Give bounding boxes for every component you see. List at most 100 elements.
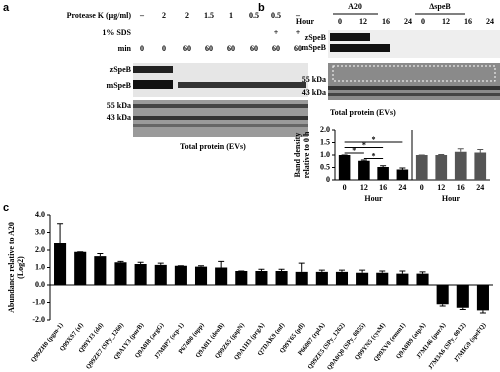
bar bbox=[456, 285, 469, 308]
y-tick-label: 3.0 bbox=[35, 227, 45, 236]
row-value: 60 bbox=[227, 44, 235, 53]
row-label: Protease K (μg/ml) bbox=[67, 11, 132, 20]
bar bbox=[114, 262, 127, 285]
row-value: 60 bbox=[294, 44, 302, 53]
row-value: 0 bbox=[140, 44, 144, 53]
y-tick-label: 2.0 bbox=[320, 125, 330, 134]
row-value: 1 bbox=[229, 11, 233, 20]
y-tick-label: -2.0 bbox=[32, 315, 45, 324]
group-label: ΔspeB bbox=[429, 2, 451, 11]
panel-letter: c bbox=[3, 202, 9, 214]
panel-letter: b bbox=[258, 2, 265, 14]
bar bbox=[415, 155, 428, 180]
blot-b bbox=[328, 30, 500, 100]
row-value: 60 bbox=[272, 44, 280, 53]
row-label: min bbox=[118, 44, 132, 53]
hour-value: 12 bbox=[359, 17, 367, 26]
x-tick-label: 16 bbox=[457, 183, 465, 192]
row-value: 60 bbox=[250, 44, 258, 53]
bar bbox=[338, 155, 351, 180]
sig-star: * bbox=[362, 140, 366, 149]
bar bbox=[396, 273, 409, 285]
hour-value: 24 bbox=[404, 17, 412, 26]
bar bbox=[358, 160, 370, 180]
y-tick-label: 2.0 bbox=[35, 245, 45, 254]
bar bbox=[54, 243, 67, 285]
x-tick-label: 16 bbox=[379, 183, 387, 192]
hour-value: 12 bbox=[442, 17, 450, 26]
row-value: 1.5 bbox=[204, 11, 214, 20]
x-tick-label: 12 bbox=[437, 183, 445, 192]
y-tick-label: 4.0 bbox=[35, 210, 45, 219]
caption: Total protein (EVs) bbox=[330, 108, 396, 117]
row-value: + bbox=[274, 28, 279, 37]
y-axis-label: Band density bbox=[293, 133, 302, 178]
x-tick-label: 12 bbox=[360, 183, 368, 192]
blot-label: 55 kDa bbox=[302, 75, 326, 84]
y-tick-label: 1.0 bbox=[320, 150, 330, 159]
bar bbox=[476, 285, 489, 311]
x-tick-label: 24 bbox=[398, 183, 406, 192]
y-axis-label: relative to 0 h bbox=[302, 131, 311, 178]
x-tick-label: Q99ZH0 (pgm-1) bbox=[30, 322, 65, 364]
bar bbox=[436, 285, 449, 305]
bar bbox=[454, 151, 467, 180]
sig-star: * bbox=[352, 146, 356, 155]
bar bbox=[275, 271, 288, 285]
panel-letter: a bbox=[3, 2, 10, 14]
bar bbox=[335, 271, 349, 285]
x-tick-label: 0 bbox=[343, 183, 347, 192]
bar bbox=[255, 271, 268, 285]
group-label: A20 bbox=[348, 2, 362, 11]
x-axis-label: Hour bbox=[364, 194, 383, 203]
x-tick-label: Q9A0Q0 (SPy_0855) bbox=[326, 322, 367, 372]
hour-label: Hour bbox=[296, 17, 315, 26]
bar bbox=[416, 273, 429, 285]
bar bbox=[215, 267, 228, 285]
y-tick-label: -1.0 bbox=[32, 297, 45, 306]
y-tick-label: 0 bbox=[326, 175, 330, 184]
blot-label: mSpeB bbox=[107, 81, 132, 90]
blot-label: mSpeB bbox=[302, 43, 327, 52]
bar bbox=[74, 251, 87, 285]
bar bbox=[376, 272, 389, 285]
sig-star: * bbox=[372, 135, 376, 144]
x-tick-label: Q99ZE7 (SPy_1260) bbox=[85, 322, 125, 371]
blot-label: zSpeB bbox=[110, 65, 132, 74]
hour-value: 0 bbox=[421, 17, 425, 26]
bar bbox=[474, 152, 487, 180]
y-tick-label: 0.0 bbox=[35, 280, 45, 289]
x-tick-label: Q99ZE5 (SPy_1262) bbox=[306, 322, 346, 371]
x-tick-label: J7M3A6 (SPy_0012) bbox=[427, 322, 468, 371]
bar bbox=[377, 167, 389, 180]
x-tick-label: 0 bbox=[420, 183, 424, 192]
hour-value: 0 bbox=[338, 17, 342, 26]
y-tick-label: 1.5 bbox=[320, 137, 330, 146]
row-value: 0.5 bbox=[249, 11, 259, 20]
row-value: 0.5 bbox=[271, 11, 281, 20]
y-tick-label: 0.5 bbox=[320, 162, 330, 171]
y-tick-label: 1.0 bbox=[35, 262, 45, 271]
bar bbox=[235, 271, 248, 285]
row-value: 60 bbox=[183, 44, 191, 53]
bar bbox=[356, 272, 369, 285]
blot-label: 43 kDa bbox=[107, 113, 131, 122]
row-value: 60 bbox=[205, 44, 213, 53]
x-axis-label: Hour bbox=[442, 194, 461, 203]
bar bbox=[154, 264, 167, 285]
row-value: 0 bbox=[162, 44, 166, 53]
row-value: – bbox=[139, 11, 145, 20]
bar bbox=[174, 265, 187, 285]
blot-label: 43 kDa bbox=[302, 88, 326, 97]
bar bbox=[295, 271, 308, 285]
sig-star: * bbox=[372, 151, 376, 160]
row-value: – bbox=[295, 11, 301, 20]
y-axis-label: (Log2) bbox=[16, 256, 25, 279]
caption: Total protein (EVs) bbox=[180, 142, 246, 151]
hour-value: 16 bbox=[382, 17, 390, 26]
bar bbox=[315, 271, 328, 285]
row-value: 2 bbox=[162, 11, 166, 20]
hour-value: 16 bbox=[464, 17, 472, 26]
blot-label: 55 kDa bbox=[107, 101, 131, 110]
